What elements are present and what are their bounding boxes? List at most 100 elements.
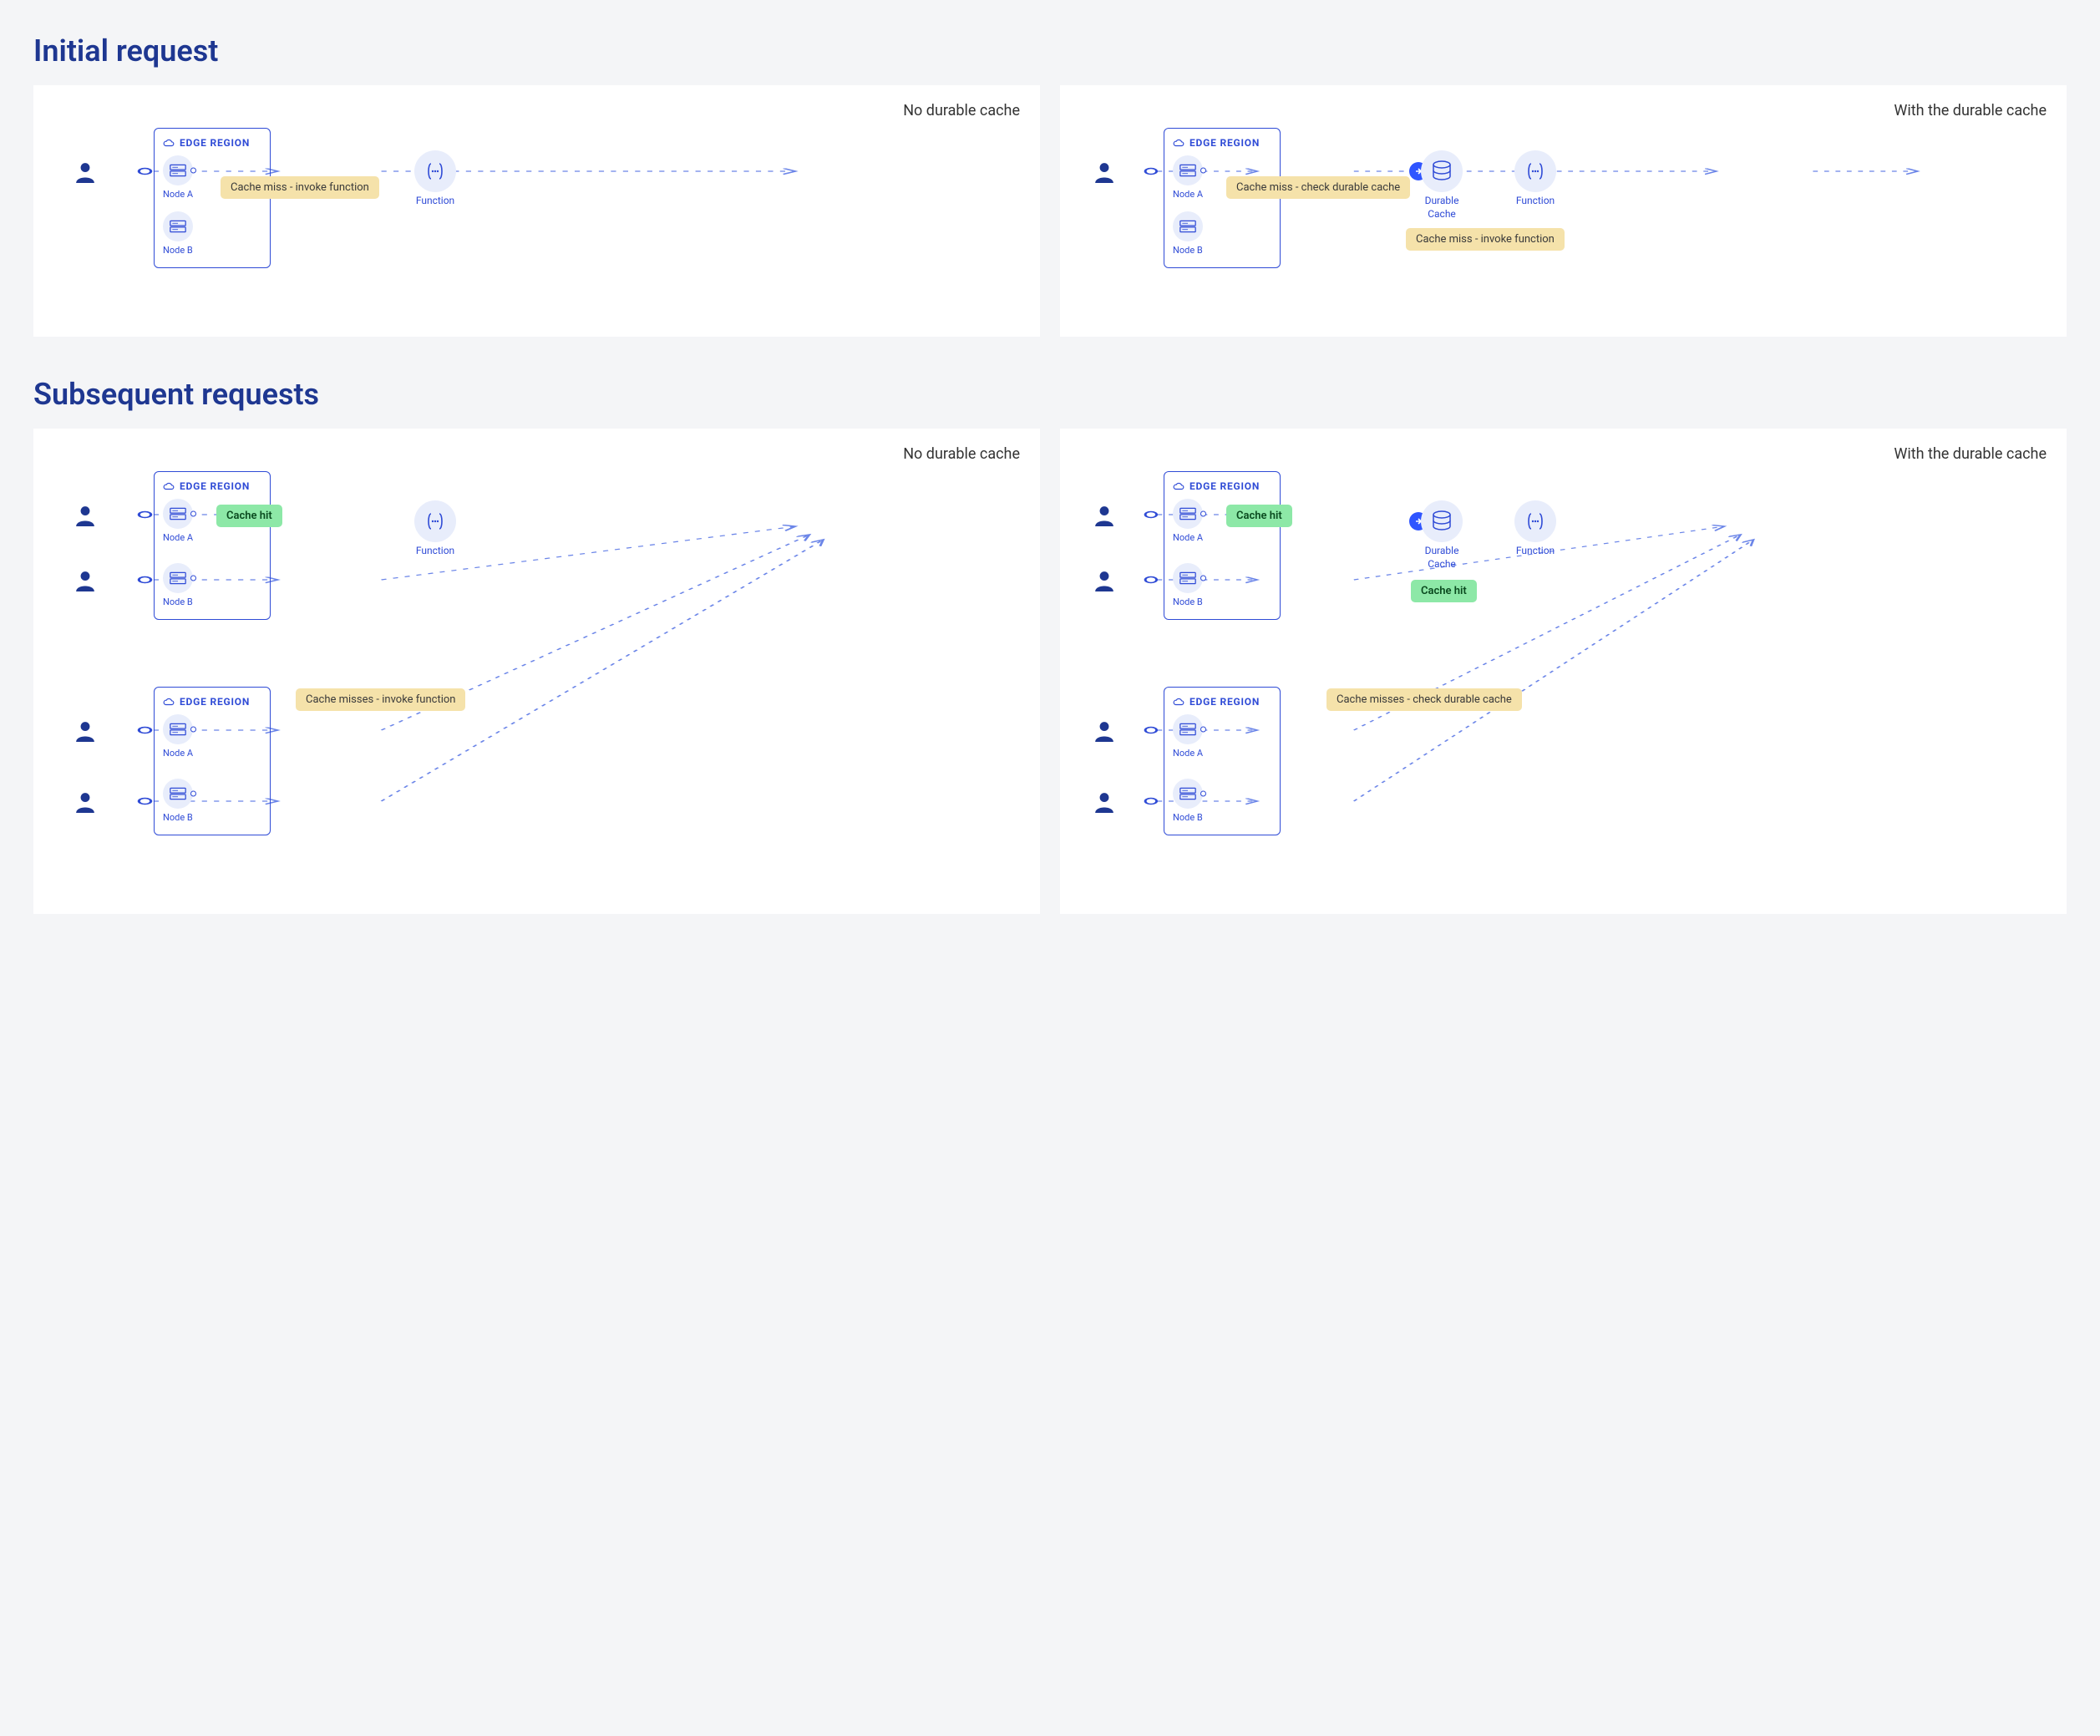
edge-region-label: EDGE REGION [180,696,250,708]
edge-region-label: EDGE REGION [1189,696,1260,708]
edge-region-box: EDGE REGION Node A Node B [154,471,271,620]
tag-cache-hit: Cache hit [1226,505,1292,527]
panel-label: No durable cache [53,102,1020,119]
server-icon [170,723,186,736]
node-b: Node B [163,779,261,823]
durable-cache-circle [1421,500,1463,542]
edge-region-header: EDGE REGION [1173,480,1271,492]
user-icon [1093,791,1115,813]
initial-panel-row: No durable cache [33,85,2067,337]
node-b: Node B [1173,211,1271,256]
node-b: Node B [1173,563,1271,607]
user-icon [74,161,96,183]
user-icon [74,791,96,813]
edge-region-header: EDGE REGION [163,137,261,149]
edge-region-label: EDGE REGION [1189,480,1260,492]
server-icon [1179,723,1196,736]
panel-initial-no-durable: No durable cache [33,85,1040,337]
function-icon [424,162,446,180]
node-b: Node B [1173,779,1271,823]
cloud-icon [163,482,175,490]
node-a: Node A [1173,714,1271,759]
tag-cache-miss-invoke: Cache miss - invoke function [1406,228,1565,251]
tag-cache-miss-invoke: Cache miss - invoke function [221,176,379,199]
function-icon [424,512,446,530]
user-icon [1093,161,1115,183]
function-label: Function [1514,545,1556,558]
server-icon [170,220,186,233]
function-circle [1514,150,1556,192]
server-icon [170,507,186,520]
server-icon [1179,571,1196,585]
user-icon [74,720,96,742]
cloud-icon [1173,698,1184,706]
subsequent-panel-row: No durable cache [33,429,2067,914]
edge-region-box: EDGE REGION Node A Node B [154,687,271,835]
function-label: Function [414,545,456,558]
diagram-subsequent-no-durable: EDGE REGION Node A Node B EDGE REGION [53,471,1020,889]
node-a: Node A [163,714,261,759]
panel-label: With the durable cache [1080,445,2047,463]
function-icon [1524,512,1546,530]
edge-region-box: EDGE REGION Node A Node B [1164,687,1281,835]
tag-cache-hit: Cache hit [1411,580,1477,602]
server-icon [170,164,186,177]
section-title-initial: Initial request [33,33,2067,69]
user-icon [1093,505,1115,526]
node-a-label: Node A [1173,532,1203,543]
panel-initial-with-durable: With the durable cache EDGE R [1060,85,2067,337]
diagram-initial-with-durable: EDGE REGION Node A Node B Cache miss - [1080,128,2047,312]
function-label: Function [414,195,456,208]
panel-subsequent-with-durable: With the durable cache [1060,429,2067,914]
server-icon [1179,220,1196,233]
node-b: Node B [163,211,261,256]
database-icon [1431,510,1453,532]
tag-cache-miss-check: Cache miss - check durable cache [1226,176,1410,199]
tag-cache-misses-invoke: Cache misses - invoke function [296,688,465,711]
node-b-label: Node B [163,245,193,256]
user-icon [74,505,96,526]
panel-subsequent-no-durable: No durable cache [33,429,1040,914]
durable-cache-label: Durable Cache [1417,195,1467,221]
user-icon [74,570,96,591]
database-icon [1431,160,1453,182]
function-circle [1514,500,1556,542]
diagram-subsequent-with-durable: EDGE REGION Node A Node B EDGE REGION [1080,471,2047,889]
node-b-label: Node B [1173,812,1203,823]
edge-region-header: EDGE REGION [163,480,261,492]
edge-region-box: EDGE REGION Node A Node B [1164,471,1281,620]
node-b-label: Node B [1173,596,1203,607]
node-a-label: Node A [163,748,193,759]
node-a-label: Node A [1173,189,1203,200]
durable-cache-label: Durable Cache [1417,545,1467,571]
node-a-label: Node A [163,189,193,200]
cloud-icon [1173,139,1184,147]
function-circle [414,150,456,192]
server-icon [170,787,186,800]
edge-region-header: EDGE REGION [1173,696,1271,708]
edge-region-header: EDGE REGION [163,696,261,708]
edge-region-label: EDGE REGION [180,480,250,492]
edge-region-label: EDGE REGION [180,137,250,149]
server-icon [170,571,186,585]
function-icon [1524,162,1546,180]
node-b: Node B [163,563,261,607]
panel-label: No durable cache [53,445,1020,463]
function-label: Function [1514,195,1556,208]
tag-cache-misses-check: Cache misses - check durable cache [1326,688,1522,711]
tag-cache-hit: Cache hit [216,505,282,527]
node-b-label: Node B [163,596,193,607]
panel-label: With the durable cache [1080,102,2047,119]
cloud-icon [163,139,175,147]
node-b-label: Node B [1173,245,1203,256]
edge-region-label: EDGE REGION [1189,137,1260,149]
server-icon [1179,164,1196,177]
user-icon [1093,570,1115,591]
section-title-subsequent: Subsequent requests [33,377,2067,412]
function-circle [414,500,456,542]
cloud-icon [1173,482,1184,490]
server-icon [1179,507,1196,520]
diagram-initial-no-durable: EDGE REGION Node A Node B Cache [53,128,1020,312]
edge-region-header: EDGE REGION [1173,137,1271,149]
cloud-icon [163,698,175,706]
